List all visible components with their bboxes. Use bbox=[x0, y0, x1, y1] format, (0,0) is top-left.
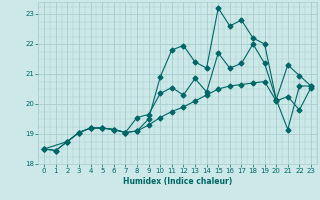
X-axis label: Humidex (Indice chaleur): Humidex (Indice chaleur) bbox=[123, 177, 232, 186]
